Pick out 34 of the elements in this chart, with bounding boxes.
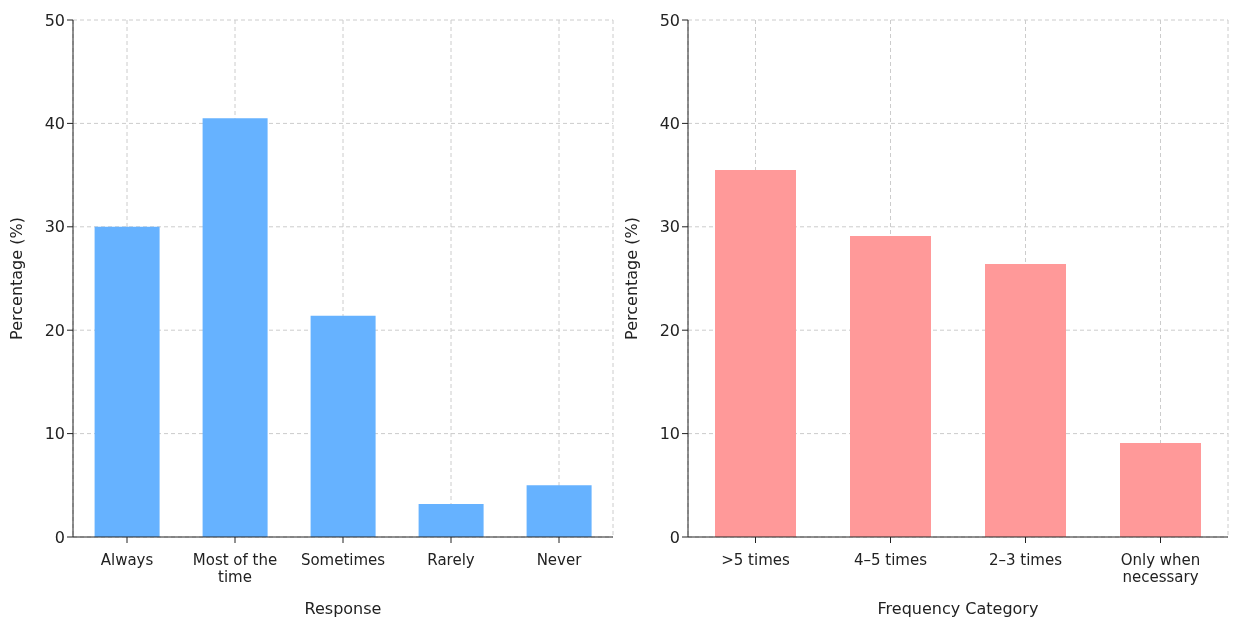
- bar: [526, 485, 592, 537]
- y-tick-label: 30: [659, 217, 680, 237]
- y-tick-label: 10: [44, 424, 65, 444]
- x-tick-label: Rarely: [427, 551, 475, 569]
- y-tick-label: 0: [669, 527, 680, 547]
- bar: [94, 226, 160, 537]
- x-tick-label: Never: [536, 551, 583, 569]
- bar: [310, 315, 376, 537]
- y-tick-label: 20: [44, 320, 65, 340]
- x-tick-label: Sometimes: [300, 551, 386, 569]
- y-tick-label: 20: [659, 320, 680, 340]
- x-tick-label: Always: [100, 551, 154, 569]
- x-tick-label: 4–5 times: [853, 551, 928, 569]
- bar: [1120, 442, 1201, 537]
- y-tick-label: 40: [44, 114, 65, 134]
- x-tick-label: Most of the time: [192, 551, 278, 586]
- bar: [418, 503, 484, 537]
- bar: [202, 118, 268, 537]
- x-tick-label: Only when necessary: [1120, 551, 1201, 586]
- x-axis-title: Frequency Category: [877, 599, 1039, 618]
- y-axis-title: Percentage (%): [6, 217, 26, 340]
- x-tick-label: 2–3 times: [988, 551, 1063, 569]
- y-tick-label: 10: [659, 424, 680, 444]
- x-tick-label: >5 times: [721, 551, 790, 569]
- y-tick-label: 50: [659, 10, 680, 30]
- y-tick-label: 40: [659, 114, 680, 134]
- y-tick-label: 30: [44, 217, 65, 237]
- bar: [850, 236, 931, 537]
- y-tick-label: 50: [44, 10, 65, 30]
- x-axis-title: Response: [304, 599, 382, 618]
- bar: [715, 169, 796, 537]
- bar: [985, 264, 1066, 537]
- y-tick-label: 0: [54, 527, 65, 547]
- y-axis-title: Percentage (%): [621, 217, 641, 340]
